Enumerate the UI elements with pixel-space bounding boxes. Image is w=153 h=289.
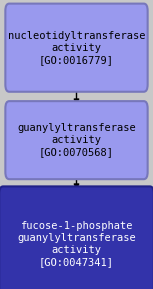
Text: guanylyltransferase
activity
[GO:0070568]: guanylyltransferase activity [GO:0070568… bbox=[17, 123, 136, 157]
FancyBboxPatch shape bbox=[5, 101, 148, 179]
FancyBboxPatch shape bbox=[5, 3, 148, 92]
FancyBboxPatch shape bbox=[0, 186, 153, 289]
Text: nucleotidyltransferase
activity
[GO:0016779]: nucleotidyltransferase activity [GO:0016… bbox=[8, 31, 145, 65]
Text: fucose-1-phosphate
guanylyltransferase
activity
[GO:0047341]: fucose-1-phosphate guanylyltransferase a… bbox=[17, 221, 136, 267]
